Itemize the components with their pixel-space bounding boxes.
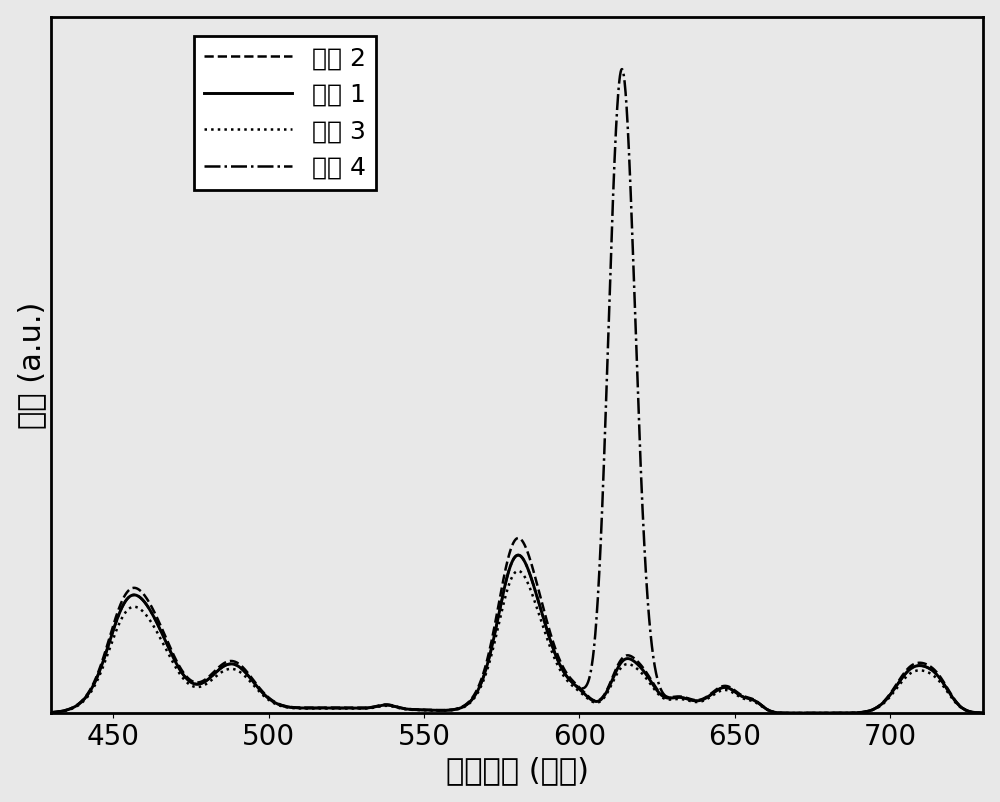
Line: 实例 2: 实例 2 xyxy=(51,538,983,713)
实例 1 xyxy=(977,708,989,718)
实例 1 xyxy=(45,707,57,717)
实例 3 xyxy=(45,707,57,717)
实例 2 xyxy=(444,705,456,715)
Legend: 实例 2, 实例 1, 实例 3, 实例 4: 实例 2, 实例 1, 实例 3, 实例 4 xyxy=(194,36,376,189)
实例 3 xyxy=(949,698,961,707)
实例 4 xyxy=(903,666,915,675)
X-axis label: 发射波长 (纳米): 发射波长 (纳米) xyxy=(446,756,589,785)
实例 2 xyxy=(949,695,961,705)
Y-axis label: 强度 (a.u.): 强度 (a.u.) xyxy=(17,302,46,428)
实例 4 xyxy=(437,706,449,715)
实例 3 xyxy=(903,670,915,679)
实例 1 xyxy=(488,632,500,642)
实例 1 xyxy=(437,706,449,715)
实例 3 xyxy=(723,686,735,695)
实例 2 xyxy=(488,624,500,634)
实例 1 xyxy=(949,696,961,706)
Line: 实例 3: 实例 3 xyxy=(51,571,983,713)
实例 1 xyxy=(802,708,814,718)
实例 3 xyxy=(444,706,456,715)
实例 2 xyxy=(802,708,814,718)
实例 2 xyxy=(977,708,989,718)
实例 4 xyxy=(45,707,57,717)
实例 2 xyxy=(512,533,524,543)
实例 3 xyxy=(512,566,524,576)
实例 2 xyxy=(723,682,735,691)
实例 3 xyxy=(488,639,500,649)
实例 3 xyxy=(802,708,814,718)
实例 4 xyxy=(444,705,456,715)
实例 3 xyxy=(977,708,989,718)
实例 4 xyxy=(949,696,961,706)
实例 4 xyxy=(723,683,735,693)
实例 4 xyxy=(488,632,500,642)
实例 3 xyxy=(437,706,449,715)
实例 4 xyxy=(616,64,628,74)
Line: 实例 1: 实例 1 xyxy=(51,555,983,713)
实例 1 xyxy=(903,666,915,675)
Line: 实例 4: 实例 4 xyxy=(51,69,983,713)
实例 1 xyxy=(723,683,735,693)
实例 2 xyxy=(903,663,915,673)
实例 4 xyxy=(802,708,814,718)
实例 1 xyxy=(444,705,456,715)
实例 2 xyxy=(45,707,57,717)
实例 1 xyxy=(512,550,524,560)
实例 4 xyxy=(977,708,989,718)
实例 2 xyxy=(437,705,449,715)
